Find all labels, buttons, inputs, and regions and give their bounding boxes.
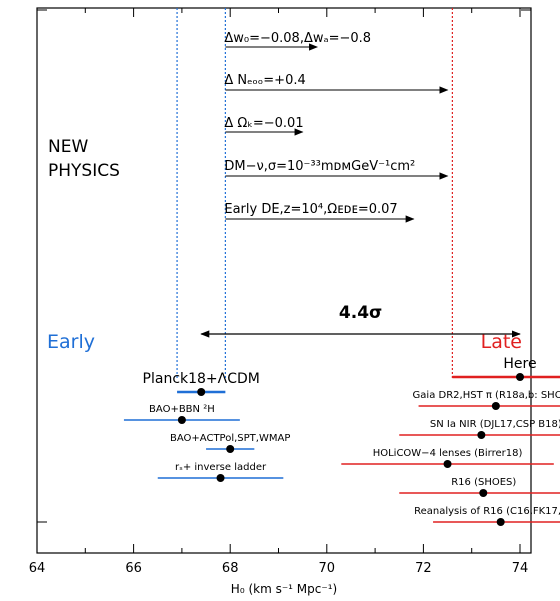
plot-frame [36,7,532,554]
point-label: R16 (SHOES) [451,477,516,488]
point-label: rₛ+ inverse ladder [175,462,267,473]
data-point [443,460,452,468]
x-tick-label: 72 [415,561,432,576]
x-axis-label: H₀ (km s⁻¹ Mpc⁻¹) [231,582,337,596]
x-tick-label: 74 [512,561,529,576]
shift-label: DM−ν,σ=10⁻³³mᴅᴍGeV⁻¹cm² [224,159,415,174]
data-point [226,445,235,453]
tension-label: 4.4σ [339,303,382,323]
new-physics-label: NEW PHYSICS [48,137,120,181]
data-point [491,402,500,410]
point-label: Reanalysis of R16 (C16,FK17,FM18) [414,506,560,517]
shift-label: Δ Ωₖ=−0.01 [224,116,303,131]
shift-label: Δw₀=−0.08,Δwₐ=−0.8 [224,31,371,46]
point-label: Planck18+ΛCDM [143,371,260,387]
shift-label: Δ Nₑₒₒ=+0.4 [224,73,305,88]
data-point [516,373,524,381]
new-physics-word: NEW [48,137,88,157]
point-label: Here [503,356,536,372]
x-tick-label: 68 [222,561,239,576]
x-tick-label: 64 [29,561,46,576]
data-point [479,489,488,497]
point-label: Gaia DR2,HST π (R18a,b: SHOES) [413,390,560,401]
data-point [177,416,186,424]
x-tick-label: 66 [125,561,142,576]
data-point [197,388,206,396]
point-label: BAO+ACTPol,SPT,WMAP [170,433,290,444]
data-point [477,431,486,439]
point-label: BAO+BBN ²H [149,404,215,415]
late-label: Late [481,331,522,353]
x-tick-label: 70 [319,561,336,576]
point-label: HOLiCOW−4 lenses (Birrer18) [373,448,523,459]
data-point [216,474,225,482]
shift-label: Early DE,z=10⁴,Ωᴇᴅᴇ=0.07 [224,202,397,217]
new-physics-word: PHYSICS [48,161,120,181]
data-point [496,518,505,526]
point-label: SN Ia NIR (DJL17,CSP B18) [430,419,560,430]
early-label: Early [47,331,95,353]
